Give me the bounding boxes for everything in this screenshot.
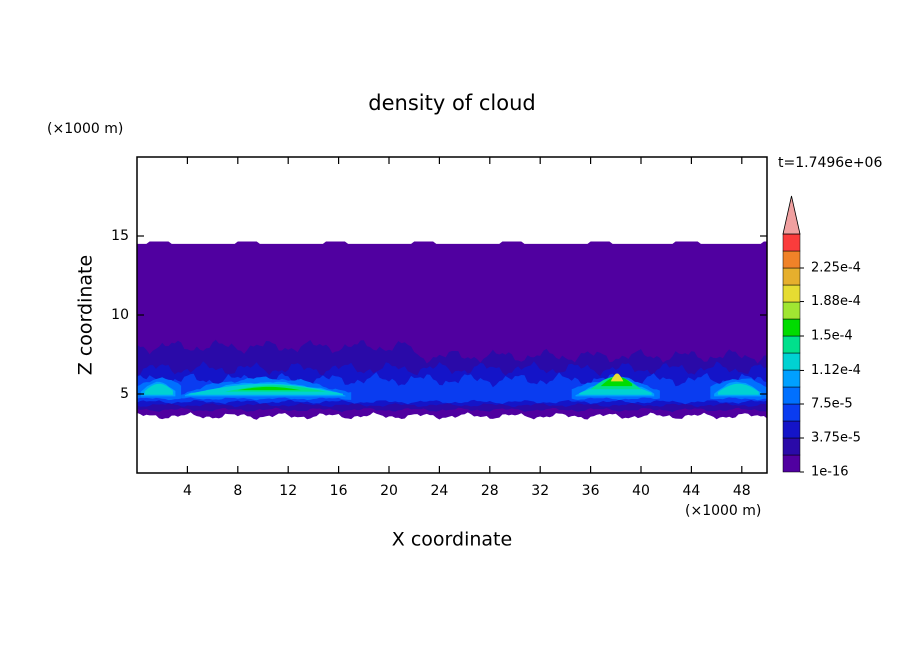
y-unit: (×1000 m) bbox=[47, 121, 123, 137]
x-axis-label: X coordinate bbox=[392, 529, 512, 551]
colorbar-overflow bbox=[782, 195, 801, 235]
colorbar-box bbox=[782, 403, 801, 422]
colorbar-label: 2.25e-4 bbox=[811, 261, 861, 276]
colorbar-box bbox=[782, 335, 801, 354]
contour-region bbox=[237, 386, 301, 391]
contour-region bbox=[144, 383, 173, 395]
colorbar-box bbox=[782, 267, 801, 286]
colorbar-box bbox=[782, 284, 801, 303]
colorbar-box bbox=[782, 352, 801, 371]
x-unit: (×1000 m) bbox=[685, 503, 761, 519]
colorbar-label: 1e-16 bbox=[811, 465, 849, 480]
colorbar-label: 1.5e-4 bbox=[811, 329, 853, 344]
x-tick-label: 48 bbox=[733, 483, 751, 499]
x-tick-label: 24 bbox=[430, 483, 448, 499]
y-axis-label: Z coordinate bbox=[75, 255, 97, 375]
chart-title: density of cloud bbox=[368, 91, 535, 115]
colorbar-label: 1.12e-4 bbox=[811, 363, 861, 378]
colorbar-box bbox=[782, 301, 801, 320]
x-tick-label: 36 bbox=[582, 483, 600, 499]
x-tick-label: 16 bbox=[330, 483, 348, 499]
colorbar-box bbox=[782, 250, 801, 269]
colorbar-box bbox=[782, 386, 801, 405]
x-tick-label: 40 bbox=[632, 483, 650, 499]
colorbar-box bbox=[782, 454, 801, 473]
colorbar-box bbox=[782, 318, 801, 337]
colorbar-box bbox=[782, 369, 801, 388]
contour-region bbox=[717, 383, 759, 395]
y-tick-label: 10 bbox=[111, 307, 129, 323]
y-tick-label: 15 bbox=[111, 228, 129, 244]
colorbar-label: 3.75e-5 bbox=[811, 431, 861, 446]
colorbar-box bbox=[782, 233, 801, 252]
x-tick-label: 4 bbox=[183, 483, 192, 499]
colorbar-box bbox=[782, 437, 801, 456]
contour-region bbox=[610, 373, 624, 382]
colorbar-box bbox=[782, 420, 801, 439]
time-annotation: t=1.7496e+06 bbox=[778, 155, 882, 171]
y-tick-label: 5 bbox=[120, 386, 129, 402]
x-tick-label: 44 bbox=[682, 483, 700, 499]
colorbar-label: 7.5e-5 bbox=[811, 397, 853, 412]
x-tick-label: 12 bbox=[279, 483, 297, 499]
x-tick-label: 28 bbox=[481, 483, 499, 499]
contour-region bbox=[600, 376, 633, 387]
contour-field bbox=[137, 241, 767, 420]
x-tick-label: 32 bbox=[531, 483, 549, 499]
colorbar-label: 1.88e-4 bbox=[811, 294, 861, 309]
x-tick-label: 8 bbox=[233, 483, 242, 499]
x-tick-label: 20 bbox=[380, 483, 398, 499]
